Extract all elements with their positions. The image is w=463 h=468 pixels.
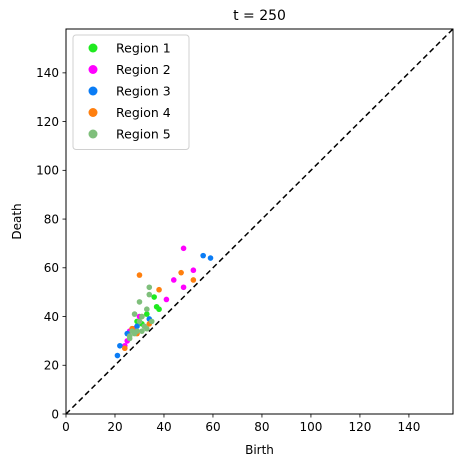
y-axis-label: Death xyxy=(10,203,24,239)
x-tick-label: 0 xyxy=(62,420,70,434)
x-tick-label: 40 xyxy=(156,420,171,434)
point-region-5 xyxy=(131,311,138,317)
y-tick-label: 60 xyxy=(44,261,59,275)
x-tick-label: 60 xyxy=(205,420,220,434)
x-tick-label: 80 xyxy=(254,420,269,434)
point-region-1 xyxy=(151,294,157,300)
point-region-4 xyxy=(178,269,184,276)
x-tick-label: 100 xyxy=(299,420,322,434)
point-region-3 xyxy=(117,342,123,349)
point-region-5 xyxy=(136,318,143,325)
point-region-5 xyxy=(139,313,145,320)
point-region-5 xyxy=(136,299,143,305)
point-region-5 xyxy=(126,333,133,339)
x-axis: 0 20 40 60 80 100 120 140 xyxy=(62,414,420,434)
y-tick-label: 80 xyxy=(44,212,59,226)
y-tick-label: 20 xyxy=(44,359,59,373)
point-region-2 xyxy=(163,296,170,303)
point-region-5 xyxy=(144,325,150,332)
legend: Region 1 Region 2 Region 3 Region 4 Region 5 xyxy=(72,34,190,150)
legend-marker-region-4 xyxy=(88,108,98,117)
point-region-2 xyxy=(190,267,197,274)
y-axis: 0 20 40 60 80 100 120 140 xyxy=(36,66,66,421)
point-region-3 xyxy=(200,252,206,259)
x-tick-label: 20 xyxy=(107,420,122,434)
point-region-5 xyxy=(146,284,153,291)
point-region-2 xyxy=(180,245,187,252)
x-tick-label: 120 xyxy=(348,420,371,434)
legend-label-region-1: Region 1 xyxy=(116,41,171,56)
y-tick-label: 0 xyxy=(51,407,59,421)
point-region-3 xyxy=(207,255,214,261)
point-region-4 xyxy=(136,272,143,278)
y-tick-label: 100 xyxy=(36,164,59,178)
diagonal-layer xyxy=(65,28,454,415)
point-region-2 xyxy=(170,277,177,283)
point-region-3 xyxy=(134,323,140,330)
point-region-2 xyxy=(180,284,187,291)
point-region-5 xyxy=(148,318,155,325)
point-region-5 xyxy=(146,291,153,298)
point-region-1 xyxy=(156,306,162,313)
diagonal-line xyxy=(65,28,454,415)
point-region-5 xyxy=(131,330,138,337)
x-tick-label: 140 xyxy=(397,420,420,434)
legend-marker-region-1 xyxy=(88,43,98,53)
points-layer xyxy=(114,245,214,359)
point-region-5 xyxy=(144,306,150,313)
point-region-5 xyxy=(139,328,145,334)
legend-marker-region-5 xyxy=(88,129,98,139)
plot-border xyxy=(65,28,454,415)
legend-box xyxy=(72,34,190,150)
point-region-4 xyxy=(156,286,162,293)
point-region-4 xyxy=(121,345,128,352)
point-region-1 xyxy=(144,311,150,317)
legend-marker-region-3 xyxy=(88,86,98,96)
legend-label-region-4: Region 4 xyxy=(116,105,171,120)
point-region-3 xyxy=(114,352,121,359)
x-axis-label: Birth xyxy=(245,443,274,457)
chart-title: t = 250 xyxy=(233,8,286,24)
y-tick-label: 40 xyxy=(44,310,59,324)
y-tick-label: 120 xyxy=(36,115,59,129)
legend-marker-region-2 xyxy=(88,65,98,74)
legend-label-region-5: Region 5 xyxy=(116,127,171,142)
legend-label-region-2: Region 2 xyxy=(116,62,171,77)
legend-label-region-3: Region 3 xyxy=(116,84,171,99)
point-region-4 xyxy=(190,277,197,283)
y-tick-label: 140 xyxy=(36,66,59,80)
